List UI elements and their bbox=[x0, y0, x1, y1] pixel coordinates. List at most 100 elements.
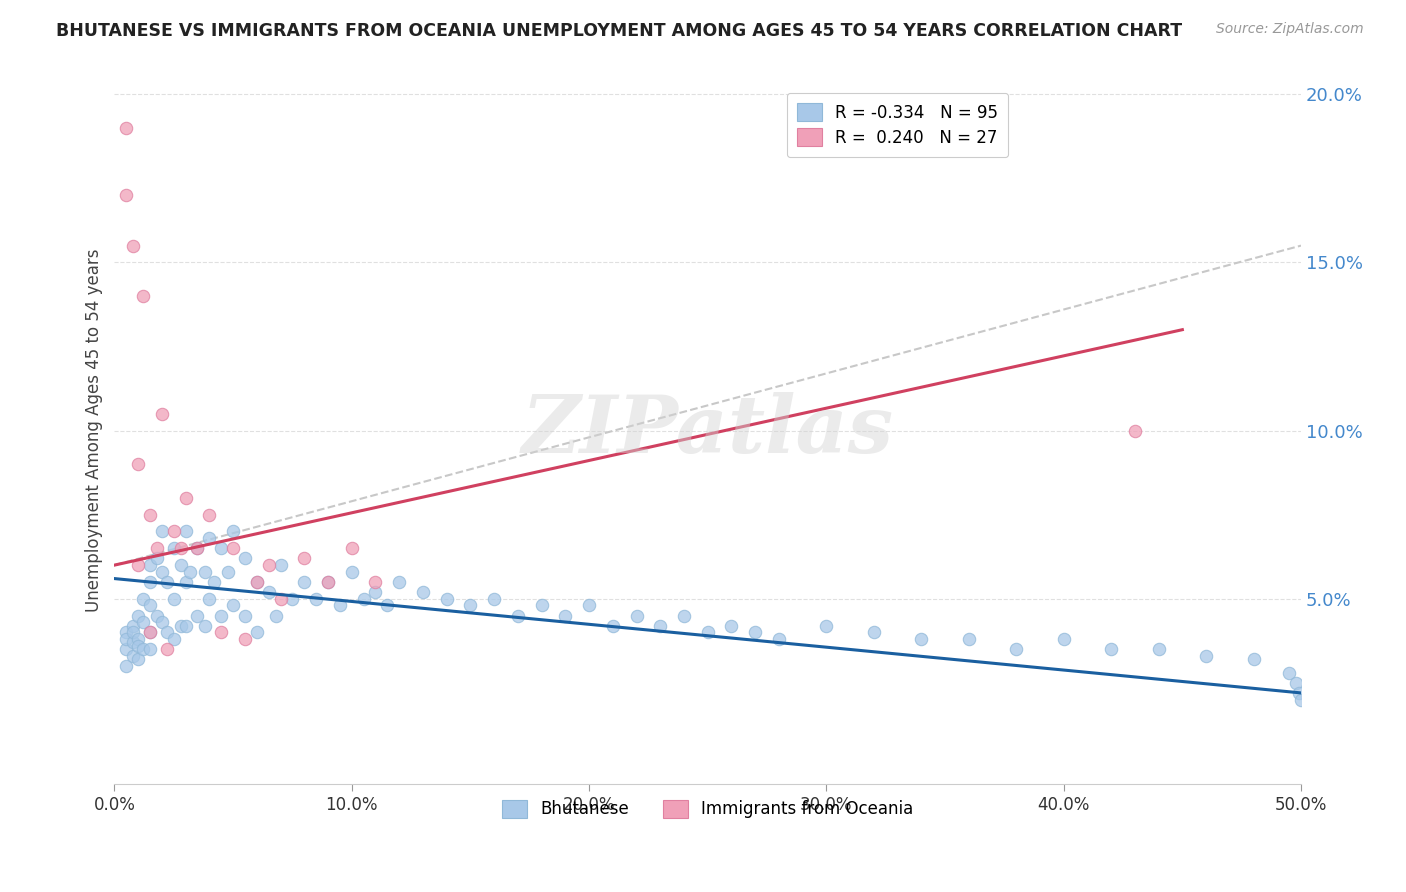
Point bbox=[957, 632, 980, 646]
Point bbox=[198, 508, 221, 522]
Point bbox=[150, 615, 173, 630]
Point bbox=[329, 599, 352, 613]
Point bbox=[222, 541, 245, 556]
Point bbox=[353, 591, 375, 606]
Point bbox=[375, 599, 398, 613]
Point bbox=[150, 407, 173, 421]
Point bbox=[139, 625, 162, 640]
Point bbox=[146, 608, 169, 623]
Text: Source: ZipAtlas.com: Source: ZipAtlas.com bbox=[1216, 22, 1364, 37]
Point bbox=[412, 585, 434, 599]
Point bbox=[460, 599, 482, 613]
Point bbox=[127, 632, 149, 646]
Point bbox=[156, 574, 179, 589]
Point bbox=[186, 541, 208, 556]
Point bbox=[132, 289, 155, 303]
Point bbox=[1289, 692, 1312, 706]
Point bbox=[115, 188, 138, 202]
Point bbox=[139, 625, 162, 640]
Point bbox=[194, 618, 217, 632]
Point bbox=[696, 625, 718, 640]
Point bbox=[139, 574, 162, 589]
Point bbox=[233, 551, 256, 566]
Point bbox=[264, 608, 287, 623]
Point bbox=[340, 565, 363, 579]
Point bbox=[139, 508, 162, 522]
Point bbox=[174, 574, 197, 589]
Point bbox=[388, 574, 411, 589]
Point bbox=[863, 625, 886, 640]
Point bbox=[1278, 665, 1301, 680]
Point bbox=[316, 574, 339, 589]
Point bbox=[115, 659, 138, 673]
Point bbox=[482, 591, 505, 606]
Point bbox=[122, 648, 145, 663]
Point bbox=[127, 652, 149, 666]
Point bbox=[602, 618, 624, 632]
Point bbox=[163, 524, 186, 539]
Text: ZIPatlas: ZIPatlas bbox=[522, 392, 894, 469]
Point bbox=[146, 541, 169, 556]
Point bbox=[186, 608, 208, 623]
Point bbox=[202, 574, 225, 589]
Point bbox=[1288, 686, 1310, 700]
Point bbox=[115, 120, 138, 135]
Text: BHUTANESE VS IMMIGRANTS FROM OCEANIA UNEMPLOYMENT AMONG AGES 45 TO 54 YEARS CORR: BHUTANESE VS IMMIGRANTS FROM OCEANIA UNE… bbox=[56, 22, 1182, 40]
Point bbox=[233, 608, 256, 623]
Point bbox=[768, 632, 790, 646]
Point bbox=[139, 642, 162, 657]
Point bbox=[174, 491, 197, 505]
Point bbox=[174, 618, 197, 632]
Point bbox=[150, 524, 173, 539]
Point bbox=[209, 625, 232, 640]
Point bbox=[222, 599, 245, 613]
Point bbox=[115, 632, 138, 646]
Point bbox=[217, 565, 239, 579]
Point bbox=[132, 615, 155, 630]
Point bbox=[170, 618, 193, 632]
Point bbox=[257, 558, 280, 573]
Point bbox=[292, 551, 315, 566]
Point bbox=[672, 608, 695, 623]
Point bbox=[222, 524, 245, 539]
Point bbox=[233, 632, 256, 646]
Point bbox=[209, 608, 232, 623]
Point bbox=[436, 591, 458, 606]
Legend: Bhutanese, Immigrants from Oceania: Bhutanese, Immigrants from Oceania bbox=[495, 793, 920, 825]
Point bbox=[554, 608, 576, 623]
Point bbox=[127, 558, 149, 573]
Point bbox=[156, 642, 179, 657]
Point bbox=[127, 639, 149, 653]
Point bbox=[198, 531, 221, 545]
Point bbox=[132, 591, 155, 606]
Point bbox=[316, 574, 339, 589]
Point bbox=[194, 565, 217, 579]
Point bbox=[156, 625, 179, 640]
Point bbox=[122, 635, 145, 649]
Point bbox=[115, 642, 138, 657]
Point bbox=[626, 608, 648, 623]
Point bbox=[1099, 642, 1122, 657]
Point bbox=[1243, 652, 1265, 666]
Point bbox=[179, 565, 201, 579]
Point bbox=[170, 558, 193, 573]
Point bbox=[1285, 676, 1308, 690]
Point bbox=[506, 608, 529, 623]
Point bbox=[364, 574, 387, 589]
Point bbox=[122, 625, 145, 640]
Point bbox=[744, 625, 766, 640]
Point bbox=[1147, 642, 1170, 657]
Point bbox=[115, 625, 138, 640]
Point bbox=[198, 591, 221, 606]
Point bbox=[146, 551, 169, 566]
Point bbox=[170, 541, 193, 556]
Point bbox=[139, 599, 162, 613]
Point bbox=[163, 541, 186, 556]
Point bbox=[650, 618, 672, 632]
Point bbox=[257, 585, 280, 599]
Point bbox=[364, 585, 387, 599]
Point bbox=[1123, 424, 1146, 438]
Point bbox=[270, 591, 292, 606]
Point bbox=[305, 591, 328, 606]
Point bbox=[246, 625, 269, 640]
